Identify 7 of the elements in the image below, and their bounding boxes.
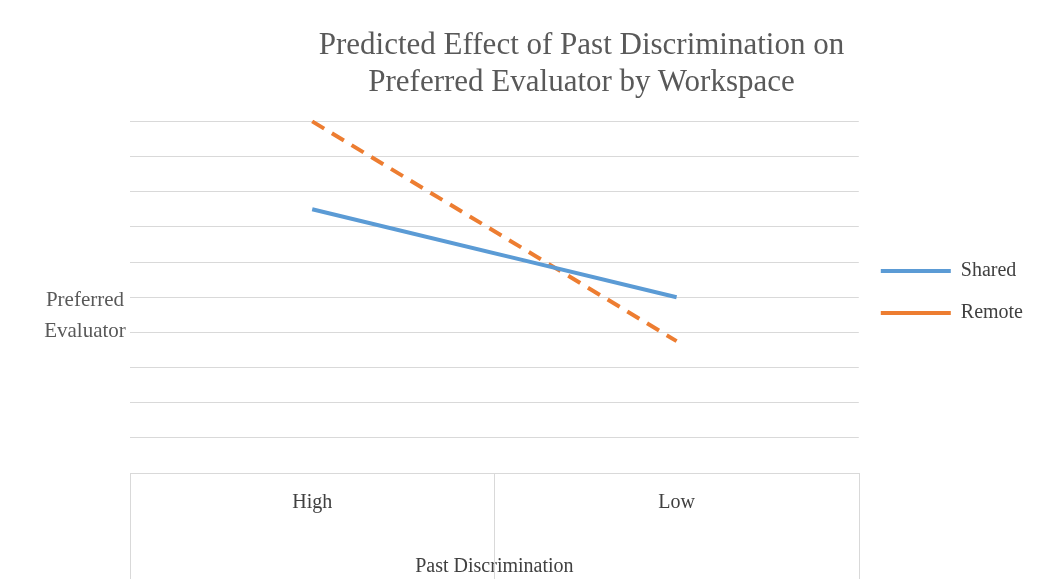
x-tick-label: High (292, 490, 333, 514)
x-axis-title: Past Discrimination (415, 554, 574, 577)
legend-label: Shared (960, 258, 1017, 281)
x-tick-label: Low (658, 490, 696, 513)
y-axis-title: Preferred Evaluator (43, 286, 127, 344)
chart-title: Predicted Effect of Past Discrimination on Preferred Evaluator by Workspace (318, 25, 845, 98)
legend-label: Remote (960, 300, 1024, 323)
